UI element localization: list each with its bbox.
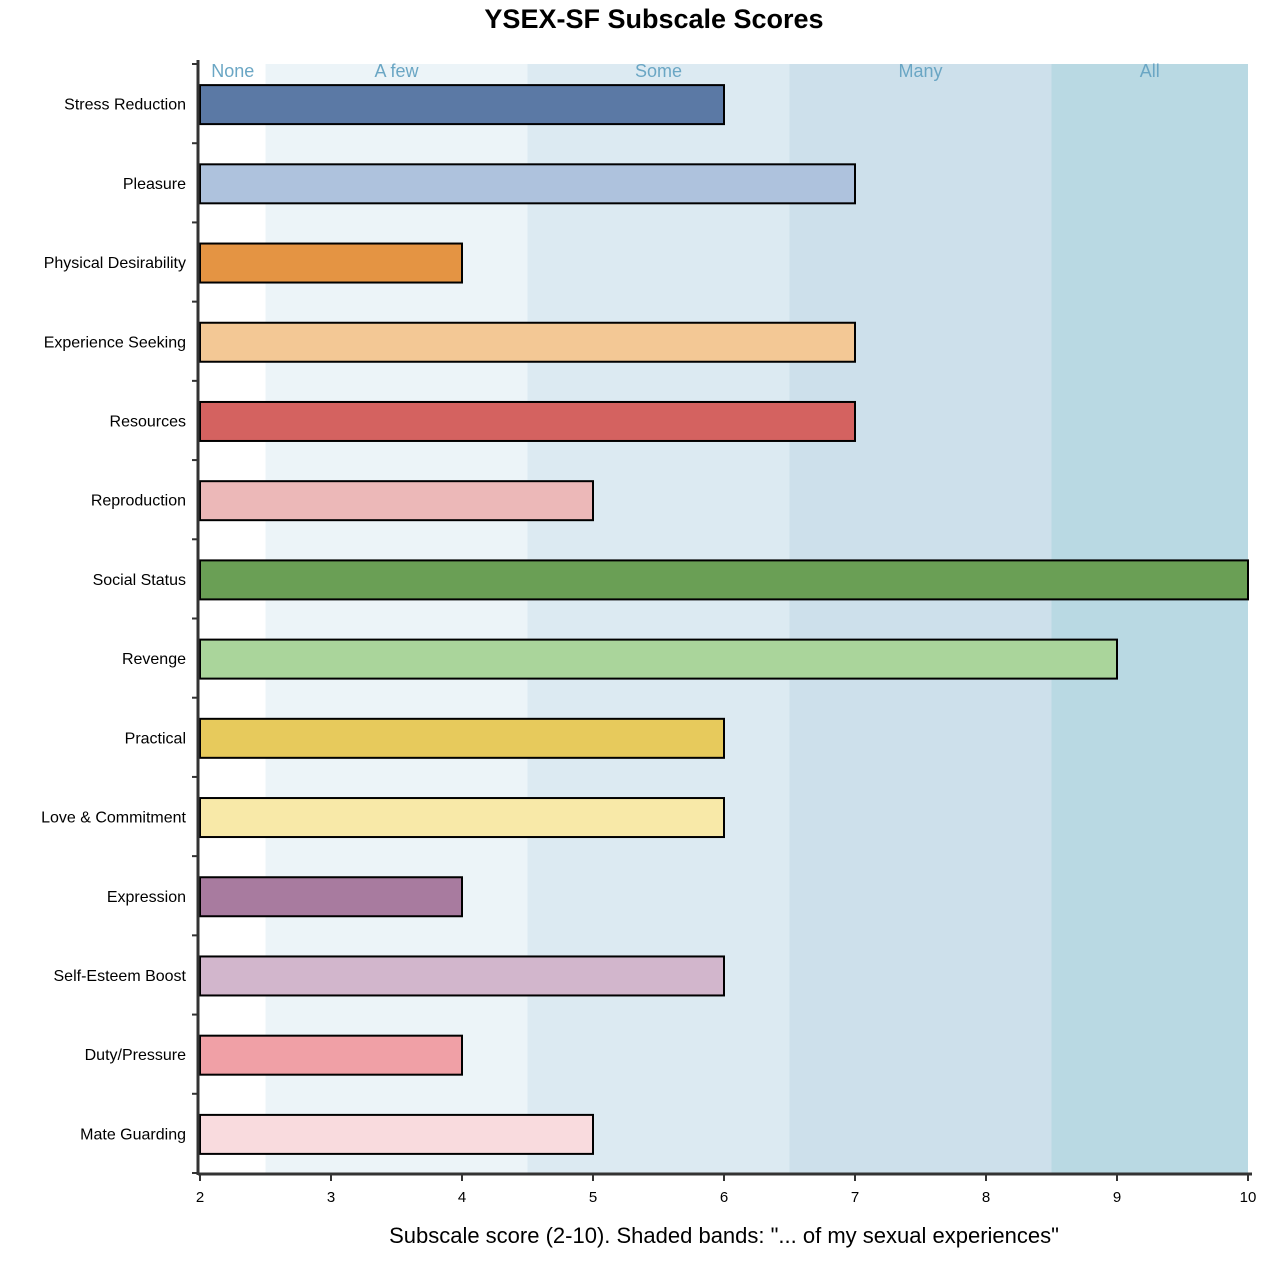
y-tick-label: Pleasure [123, 176, 186, 193]
x-tick-label: 5 [589, 1189, 597, 1206]
x-tick-label: 7 [851, 1189, 859, 1206]
bar-love-commitment [199, 797, 725, 839]
y-tick-label: Physical Desirability [44, 255, 186, 272]
axes-layer: 2 3 4 5 6 7 8 9 10 [192, 60, 1256, 1206]
band-label: All [1140, 61, 1160, 81]
y-tick-label: Practical [125, 730, 186, 747]
x-tick-label: 10 [1240, 1189, 1257, 1206]
y-tick-label: Experience Seeking [44, 334, 186, 351]
bar-resources [199, 400, 856, 442]
band-some [527, 64, 790, 1173]
band-a-few [265, 64, 528, 1173]
y-tick-label: Resources [110, 413, 186, 430]
bar-mate-guarding [199, 1113, 594, 1155]
bar-pleasure [199, 163, 856, 205]
y-tick-label: Stress Reduction [64, 97, 186, 114]
bar-self-esteem-boost [199, 955, 725, 997]
y-tick-label: Reproduction [91, 493, 186, 510]
bar-practical [199, 717, 725, 759]
y-tick-label: Love & Commitment [41, 810, 186, 827]
bar-revenge [199, 638, 1118, 680]
bar-expression [199, 876, 463, 918]
chart-title: YSEX-SF Subscale Scores [484, 4, 823, 34]
y-tick-label: Duty/Pressure [85, 1047, 186, 1064]
x-axis-label: Subscale score (2-10). Shaded bands: "..… [389, 1223, 1059, 1248]
y-tick-label: Social Status [93, 572, 186, 589]
band-label: A few [374, 61, 419, 81]
bar-reproduction [199, 480, 594, 522]
y-tick-label: Self-Esteem Boost [54, 968, 187, 985]
bars-layer: Stress Reduction Pleasure Physical Desirab… [41, 84, 1249, 1155]
band-label: Some [635, 61, 682, 81]
bands-layer: None A few Some Many All [200, 61, 1248, 1173]
bar-experience-seeking [199, 321, 856, 363]
x-tick-label: 4 [458, 1189, 466, 1206]
bar-physical-desirability [199, 242, 463, 284]
x-tick-label: 3 [327, 1189, 335, 1206]
band-none [200, 64, 266, 1173]
band-many [789, 64, 1052, 1173]
y-tick-label: Mate Guarding [80, 1126, 186, 1143]
y-tick-label: Expression [107, 889, 186, 906]
x-tick-label: 9 [1113, 1189, 1121, 1206]
x-tick-label: 6 [720, 1189, 728, 1206]
bar-stress-reduction [199, 84, 725, 126]
bar-social-status [199, 559, 1249, 601]
y-tick-label: Revenge [122, 651, 186, 668]
band-label: None [211, 61, 254, 81]
x-tick-label: 2 [196, 1189, 204, 1206]
bar-duty-pressure [199, 1034, 463, 1076]
band-all [1051, 64, 1248, 1173]
x-tick-label: 8 [982, 1189, 990, 1206]
band-label: Many [898, 61, 942, 81]
